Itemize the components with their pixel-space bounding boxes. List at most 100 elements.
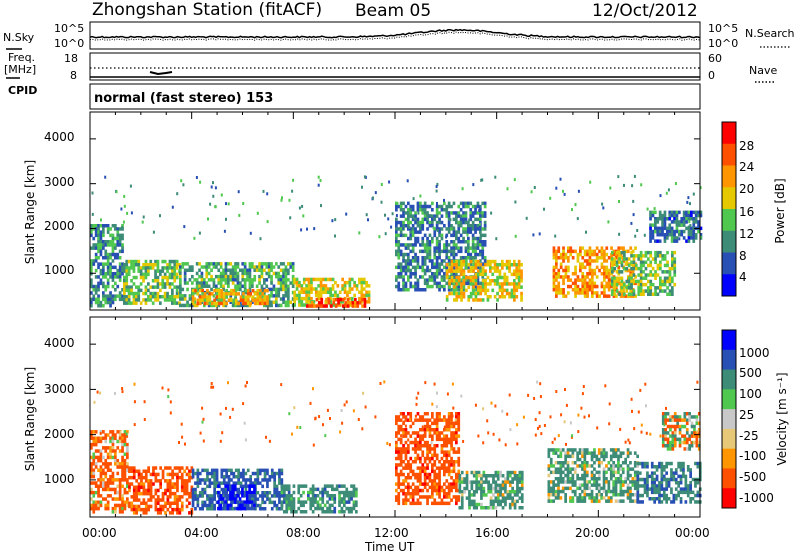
heatmap-cell [433,444,437,448]
heatmap-cell [452,240,456,244]
heatmap-cell [630,279,633,284]
heatmap-cell [491,288,495,293]
heatmap-cell [326,494,329,498]
heatmap-cell [121,243,124,247]
heatmap-cell [433,463,437,467]
heatmap-cell [121,224,124,228]
heatmap-cell [450,266,454,270]
heatmap-cell [450,233,453,238]
heatmap-cell [419,275,422,279]
heatmap-cell [106,300,110,305]
heatmap-cell [92,246,96,250]
heatmap-cell [467,281,470,286]
heatmap-cell [455,501,458,506]
heatmap-cell [126,503,129,508]
heatmap-cell [469,214,473,218]
heatmap-cell [188,479,191,483]
heatmap-cell [322,304,326,308]
heatmap-cell [222,487,226,492]
heatmap-cell [191,265,194,269]
heatmap-cell [220,301,224,306]
heatmap-cell [215,262,218,266]
heatmap-cell [411,495,415,499]
heatmap-cell [428,233,432,238]
heatmap-cell [221,490,225,495]
heatmap-cell [266,491,269,495]
heatmap-cell [457,418,461,422]
heatmap-cell [414,447,417,451]
heatmap-cell [132,472,136,477]
heatmap-cell [601,202,604,206]
heatmap-cell [634,275,637,279]
heatmap-cell [243,284,247,288]
heatmap-cell [220,481,224,485]
heatmap-cell [141,220,144,224]
xlabel: Time UT [365,540,415,554]
heatmap-cell [421,211,425,215]
heatmap-cell [455,266,459,270]
heatmap-cell [188,475,191,480]
heatmap-cell [313,304,316,308]
heatmap-cell [267,297,271,301]
heatmap-cell [505,275,509,280]
heatmap-cell [126,484,129,488]
heatmap-cell [481,288,485,293]
heatmap-cell [312,300,316,304]
heatmap-cell [180,482,184,486]
heatmap-cell [600,284,604,289]
heatmap-cell [130,279,133,283]
heatmap-cell [395,463,398,467]
heatmap-cell [244,295,248,299]
heatmap-cell [554,461,558,465]
heatmap-cell [470,499,474,504]
heatmap-cell [624,268,628,273]
heatmap-cell [164,491,167,496]
heatmap-cell [404,485,408,490]
heatmap-cell [416,485,420,490]
heatmap-cell [231,303,235,308]
heatmap-cell [419,288,422,292]
heatmap-cell [462,220,465,225]
heatmap-cell [661,229,664,234]
heatmap-cell [637,254,641,258]
heatmap-cell [254,478,257,482]
heatmap-cell [574,281,577,286]
heatmap-cell [395,252,398,257]
heatmap-cell [455,498,458,502]
heatmap-cell [455,440,458,445]
heatmap-cell [661,223,664,227]
heatmap-cell [104,249,108,254]
heatmap-cell [180,488,184,493]
heatmap-cell [97,478,100,482]
heatmap-cell [440,437,444,442]
heatmap-cell [423,278,427,282]
heatmap-cell [267,287,271,292]
heatmap-cell [618,292,621,296]
heatmap-cell [92,262,96,266]
heatmap-cell [360,300,364,304]
heatmap-cell [663,263,667,268]
heatmap-cell [282,274,285,279]
heatmap-cell [472,288,475,293]
heatmap-cell [205,284,209,288]
heatmap-cell [118,510,122,514]
heatmap-cell [179,274,182,279]
heatmap-cell [506,496,510,500]
heatmap-cell [431,437,434,442]
heatmap-cell [139,301,143,305]
heatmap-cell [353,293,356,298]
heatmap-cell [487,486,490,491]
heatmap-cell [414,243,417,247]
heatmap-cell [106,243,110,247]
heatmap-cell [455,284,458,289]
noise-sky-line [89,28,701,39]
heatmap-cell [494,480,498,484]
heatmap-cell [450,211,453,215]
heatmap-cell [261,500,264,505]
heatmap-cell [196,471,200,476]
heatmap-cell [399,204,403,209]
heatmap-cell [476,281,480,286]
heatmap-cell [416,281,420,286]
heatmap-cell [104,294,108,298]
heatmap-cell [605,268,609,273]
